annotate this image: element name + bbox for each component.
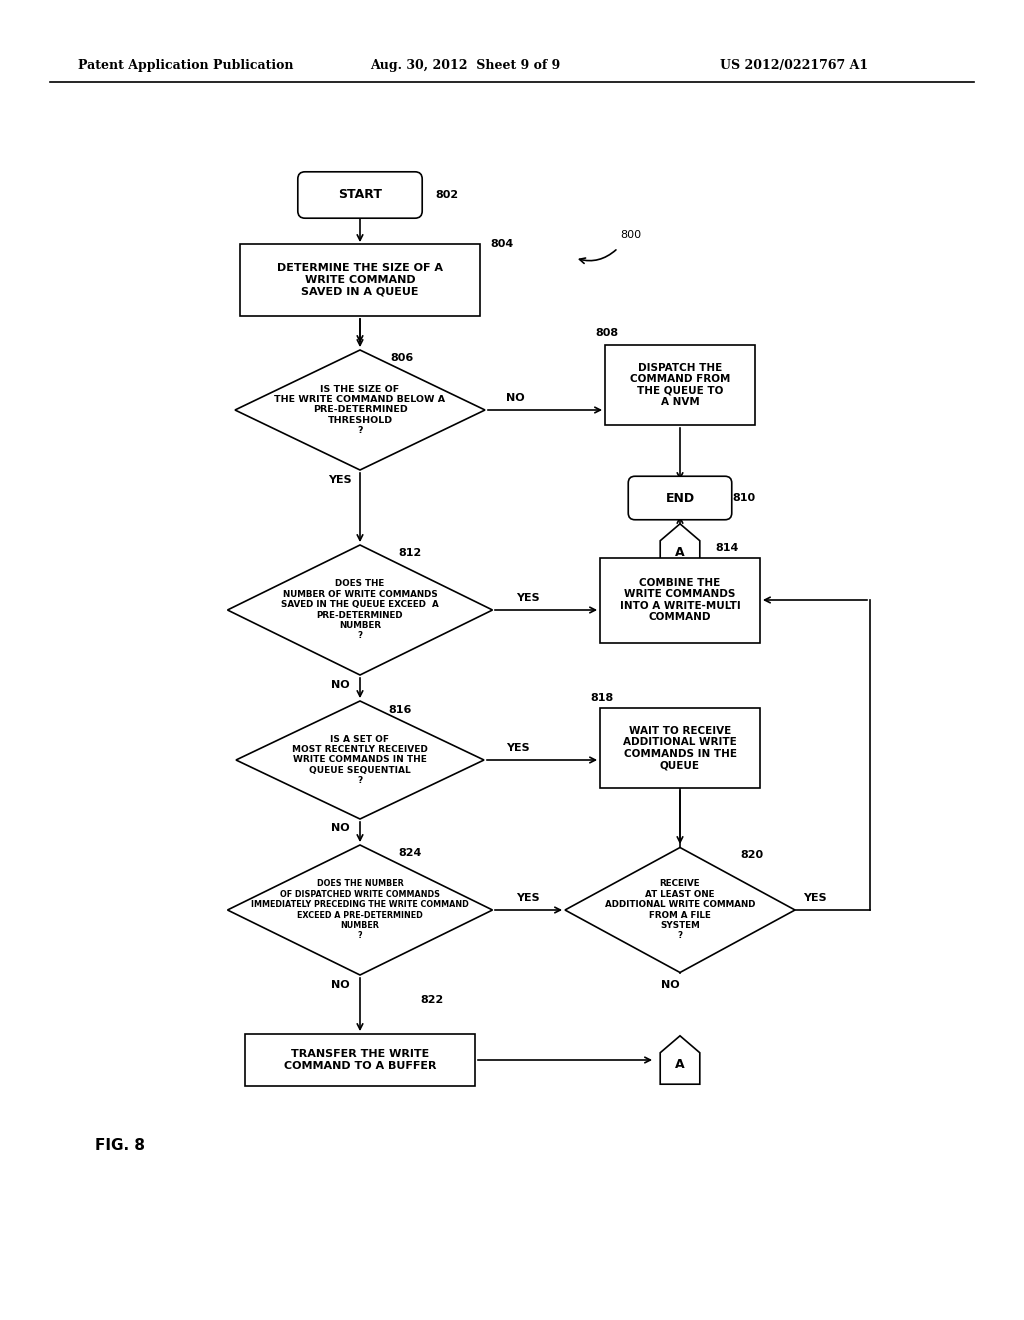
Text: 816: 816 xyxy=(388,705,412,715)
Text: DOES THE
NUMBER OF WRITE COMMANDS
SAVED IN THE QUEUE EXCEED  A
PRE-DETERMINED
NU: DOES THE NUMBER OF WRITE COMMANDS SAVED … xyxy=(282,579,439,640)
Text: 824: 824 xyxy=(398,847,421,858)
Text: 810: 810 xyxy=(732,492,755,503)
Text: Aug. 30, 2012  Sheet 9 of 9: Aug. 30, 2012 Sheet 9 of 9 xyxy=(370,58,560,71)
Text: COMBINE THE
WRITE COMMANDS
INTO A WRITE-MULTI
COMMAND: COMBINE THE WRITE COMMANDS INTO A WRITE-… xyxy=(620,578,740,623)
Text: US 2012/0221767 A1: US 2012/0221767 A1 xyxy=(720,58,868,71)
Text: 800: 800 xyxy=(620,230,641,240)
Text: 818: 818 xyxy=(590,693,613,704)
Text: DOES THE NUMBER
OF DISPATCHED WRITE COMMANDS
IMMEDIATELY PRECEDING THE WRITE COM: DOES THE NUMBER OF DISPATCHED WRITE COMM… xyxy=(251,879,469,940)
Text: NO: NO xyxy=(331,680,349,690)
Text: 802: 802 xyxy=(435,190,458,201)
Text: NO: NO xyxy=(331,822,349,833)
Text: 822: 822 xyxy=(420,995,443,1005)
Text: IS A SET OF
MOST RECENTLY RECEIVED
WRITE COMMANDS IN THE
QUEUE SEQUENTIAL
?: IS A SET OF MOST RECENTLY RECEIVED WRITE… xyxy=(292,735,428,785)
Text: RECEIVE
AT LEAST ONE
ADDITIONAL WRITE COMMAND
FROM A FILE
SYSTEM
?: RECEIVE AT LEAST ONE ADDITIONAL WRITE CO… xyxy=(605,879,756,940)
FancyBboxPatch shape xyxy=(298,172,422,218)
Text: A: A xyxy=(675,546,685,560)
Polygon shape xyxy=(660,1036,699,1084)
Text: DETERMINE THE SIZE OF A
WRITE COMMAND
SAVED IN A QUEUE: DETERMINE THE SIZE OF A WRITE COMMAND SA… xyxy=(278,264,443,297)
Bar xyxy=(240,244,480,315)
Polygon shape xyxy=(234,350,485,470)
Text: DISPATCH THE
COMMAND FROM
THE QUEUE TO
A NVM: DISPATCH THE COMMAND FROM THE QUEUE TO A… xyxy=(630,363,730,408)
Bar xyxy=(600,708,760,788)
Polygon shape xyxy=(227,545,493,675)
Text: 812: 812 xyxy=(398,548,421,558)
Bar xyxy=(600,557,760,643)
Bar xyxy=(245,1034,475,1086)
Text: IS THE SIZE OF
THE WRITE COMMAND BELOW A
PRE-DETERMINED
THRESHOLD
?: IS THE SIZE OF THE WRITE COMMAND BELOW A… xyxy=(274,384,445,436)
Polygon shape xyxy=(227,845,493,975)
Text: START: START xyxy=(338,189,382,202)
Polygon shape xyxy=(236,701,484,818)
Text: NO: NO xyxy=(660,979,679,990)
Text: 808: 808 xyxy=(595,327,618,338)
Polygon shape xyxy=(660,524,699,572)
Text: END: END xyxy=(666,491,694,504)
Text: YES: YES xyxy=(516,593,540,603)
Text: 806: 806 xyxy=(390,352,414,363)
FancyBboxPatch shape xyxy=(629,477,732,520)
Text: YES: YES xyxy=(506,743,529,752)
Text: YES: YES xyxy=(328,475,352,484)
Text: 814: 814 xyxy=(715,543,738,553)
Text: 820: 820 xyxy=(740,850,763,861)
Text: 804: 804 xyxy=(490,239,513,249)
Bar xyxy=(605,345,755,425)
Text: Patent Application Publication: Patent Application Publication xyxy=(78,58,294,71)
Text: YES: YES xyxy=(516,894,540,903)
Text: WAIT TO RECEIVE
ADDITIONAL WRITE
COMMANDS IN THE
QUEUE: WAIT TO RECEIVE ADDITIONAL WRITE COMMAND… xyxy=(624,726,737,771)
Polygon shape xyxy=(565,847,795,973)
Text: A: A xyxy=(675,1059,685,1072)
Text: YES: YES xyxy=(803,894,826,903)
Text: NO: NO xyxy=(506,393,524,403)
Text: NO: NO xyxy=(331,979,349,990)
Text: TRANSFER THE WRITE
COMMAND TO A BUFFER: TRANSFER THE WRITE COMMAND TO A BUFFER xyxy=(284,1049,436,1071)
Text: FIG. 8: FIG. 8 xyxy=(95,1138,145,1152)
